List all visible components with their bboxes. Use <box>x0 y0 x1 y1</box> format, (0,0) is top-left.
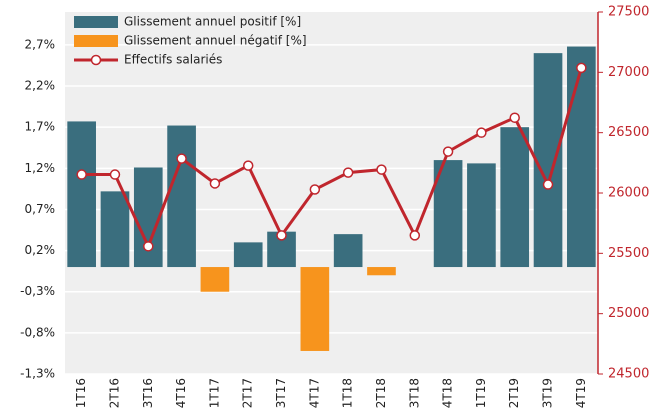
line-marker <box>76 169 87 180</box>
y-tick-label: 1,7% <box>25 120 56 134</box>
x-tick-label: 1T18 <box>341 378 355 408</box>
legend-swatch <box>90 54 102 66</box>
x-tick-label: 1T19 <box>474 378 488 408</box>
bar <box>67 121 96 268</box>
y-tick-label: 2,7% <box>25 37 56 51</box>
line-marker <box>576 62 587 74</box>
line-marker <box>276 230 287 241</box>
y2-tick-label: 27500 <box>608 5 649 20</box>
bar <box>567 46 596 268</box>
x-tick-label: 2T18 <box>374 378 388 408</box>
y-tick-label: -1,3% <box>20 367 55 381</box>
bar <box>367 267 396 276</box>
y-tick-label: 2,2% <box>25 79 56 93</box>
x-tick-label: 3T16 <box>141 378 155 408</box>
line-marker <box>242 160 254 171</box>
bar <box>333 234 363 268</box>
x-tick-label: 1T16 <box>74 378 88 408</box>
legend-label: Glissement annuel négatif [%] <box>124 34 307 48</box>
x-tick-label: 1T17 <box>207 378 221 408</box>
line-marker <box>143 241 154 252</box>
line-marker <box>409 230 421 241</box>
bar <box>300 267 330 351</box>
x-tick-label: 2T16 <box>107 378 121 408</box>
line-marker <box>509 112 520 123</box>
y-tick-label: -0,8% <box>20 325 55 339</box>
x-tick-label: 4T18 <box>441 378 455 408</box>
bar <box>100 191 130 268</box>
bar <box>167 125 196 268</box>
line-marker <box>209 178 221 189</box>
y2-tick-label: 25500 <box>608 246 649 261</box>
bar <box>533 53 563 268</box>
y-tick-label: 0,7% <box>25 202 56 216</box>
line-marker <box>342 167 354 178</box>
y2-tick-label: 24500 <box>608 367 649 382</box>
x-tick-label: 2T19 <box>507 378 521 408</box>
y2-tick-label: 25000 <box>608 306 649 321</box>
line-marker <box>442 146 454 157</box>
y2-tick-label: 26000 <box>608 186 649 201</box>
line-marker <box>109 169 121 180</box>
x-tick-label: 2T17 <box>241 378 255 408</box>
legend-swatch <box>74 16 118 28</box>
bar <box>500 127 530 268</box>
bar <box>233 242 263 268</box>
y2-tick-label: 26500 <box>608 125 649 140</box>
line-marker <box>309 184 321 195</box>
x-tick-label: 3T17 <box>274 378 288 408</box>
legend-label: Glissement annuel positif [%] <box>124 15 301 29</box>
y-tick-label: -0,3% <box>20 284 55 298</box>
x-tick-label: 3T19 <box>541 378 555 408</box>
legend-swatch <box>74 35 118 47</box>
y2-tick-label: 27000 <box>608 65 649 80</box>
x-tick-label: 3T18 <box>407 378 421 408</box>
line-marker <box>476 127 487 138</box>
line-marker <box>542 179 554 190</box>
legend-label: Effectifs salariés <box>124 53 222 67</box>
x-tick-label: 4T17 <box>307 378 321 408</box>
bar <box>200 267 230 292</box>
x-tick-label: 4T16 <box>174 378 188 408</box>
y-tick-label: 0,2% <box>25 243 56 257</box>
bar <box>467 163 496 268</box>
y-tick-label: 1,2% <box>25 161 56 175</box>
x-tick-label: 4T19 <box>574 378 588 408</box>
line-marker <box>176 153 187 164</box>
line <box>81 67 583 251</box>
line-marker <box>376 164 387 175</box>
